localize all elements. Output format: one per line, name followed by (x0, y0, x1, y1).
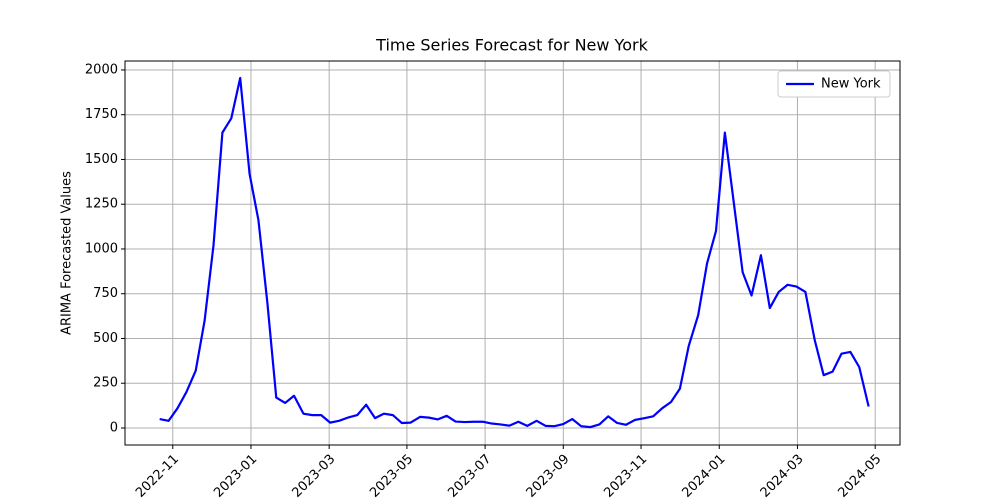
x-tick-label: 2023-03 (289, 452, 338, 500)
y-tick-label: 750 (93, 286, 118, 301)
x-tick-label: 2022-11 (133, 452, 182, 500)
x-tick-label: 2023-01 (211, 452, 260, 500)
x-tick-label: 2024-05 (835, 452, 884, 500)
y-tick-label: 500 (93, 331, 118, 346)
x-tick-label: 2024-01 (680, 452, 729, 500)
y-tick-label: 0 (110, 420, 118, 435)
y-tick-label: 1000 (85, 241, 118, 256)
y-axis-label: ARIMA Forecasted Values (60, 171, 75, 335)
y-tick-label: 250 (93, 376, 118, 391)
legend-box (777, 70, 891, 98)
legend-label: New York (821, 77, 881, 92)
x-tick-label: 2024-03 (758, 452, 807, 500)
x-tick-label: 2023-07 (445, 452, 494, 500)
chart-title: Time Series Forecast for New York (375, 36, 648, 55)
x-tick-label: 2023-11 (601, 452, 650, 500)
x-tick-label: 2023-09 (524, 452, 573, 500)
line (159, 76, 870, 429)
y-tick-label: 1500 (85, 152, 118, 167)
x-tick-label: 2023-05 (367, 452, 416, 500)
y-tick-label: 1250 (85, 197, 118, 212)
plot-frame (124, 60, 901, 446)
y-tick-label: 2000 (85, 62, 118, 77)
y-tick-label: 1750 (85, 107, 118, 122)
